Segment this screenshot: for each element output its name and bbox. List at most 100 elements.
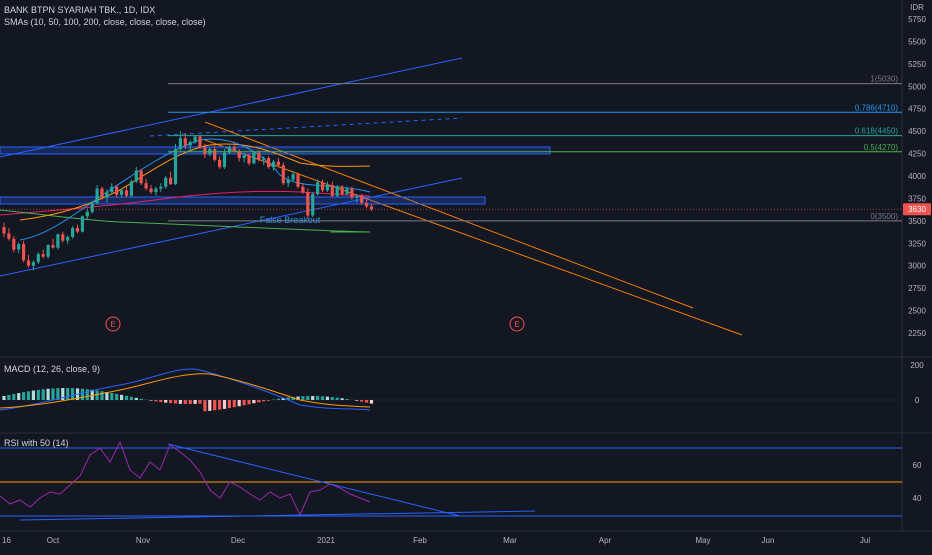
false-breakout-label: False Breakout	[260, 215, 321, 225]
price-tick: 2500	[908, 307, 926, 316]
time-tick: Dec	[231, 536, 245, 545]
macd-histogram-bar	[262, 400, 265, 401]
fib-label: 0(3500)	[870, 212, 898, 221]
candle-body	[47, 245, 50, 257]
candle-body	[341, 187, 344, 194]
macd-histogram-bar	[169, 400, 172, 403]
symbol-title[interactable]: BANK BTPN SYARIAH TBK., 1D, IDX	[4, 4, 206, 16]
fib-label: 0.5(4270)	[864, 143, 899, 152]
macd-histogram-bar	[174, 400, 177, 404]
candle-body	[218, 160, 221, 167]
candle-body	[355, 196, 358, 198]
price-tick: 2750	[908, 284, 926, 293]
candle-body	[331, 185, 334, 196]
candle-body	[86, 212, 89, 216]
macd-histogram-bar	[194, 400, 197, 404]
candle-body	[345, 189, 348, 194]
candle-body	[282, 165, 285, 183]
candle-body	[61, 234, 64, 240]
candle-body	[184, 138, 187, 145]
rsi-title[interactable]: RSI with 50 (14)	[4, 437, 69, 449]
earnings-label: E	[110, 320, 115, 329]
candle-body	[110, 187, 113, 192]
candle-body	[140, 171, 143, 184]
earnings-label: E	[514, 320, 519, 329]
macd-histogram-bar	[301, 396, 304, 400]
macd-histogram-bar	[184, 400, 187, 404]
macd-histogram-bar	[336, 398, 339, 400]
candle-body	[169, 178, 172, 184]
candle-body	[350, 189, 353, 198]
candle-body	[272, 162, 275, 167]
candle-body	[37, 254, 40, 262]
macd-histogram-bar	[208, 400, 211, 411]
macd-tick: 0	[915, 396, 920, 405]
time-tick: 16	[2, 536, 11, 545]
macd-title[interactable]: MACD (12, 26, close, 9)	[4, 363, 100, 375]
price-tick: 4250	[908, 150, 926, 159]
candle-body	[194, 137, 197, 142]
candle-body	[56, 234, 59, 247]
macd-histogram-bar	[345, 399, 348, 400]
candle-body	[7, 233, 10, 238]
macd-histogram-bar	[32, 391, 35, 400]
candle-body	[76, 228, 79, 232]
candle-body	[326, 185, 329, 190]
time-tick: Feb	[413, 536, 427, 545]
macd-legend: MACD (12, 26, close, 9)	[4, 363, 100, 375]
macd-histogram-bar	[42, 389, 45, 400]
price-tick: 3750	[908, 194, 926, 203]
candle-body	[174, 149, 177, 184]
macd-histogram-bar	[331, 397, 334, 400]
candle-body	[22, 244, 25, 260]
candle-body	[164, 178, 167, 187]
macd-histogram-bar	[66, 388, 69, 400]
macd-histogram-bar	[223, 400, 226, 409]
candle-body	[115, 187, 118, 195]
macd-histogram-bar	[149, 400, 152, 401]
macd-histogram-bar	[81, 389, 84, 400]
candle-body	[267, 158, 270, 167]
macd-histogram-bar	[154, 400, 157, 401]
price-tick: 5250	[908, 60, 926, 69]
candle-body	[336, 187, 339, 196]
macd-histogram-bar	[247, 400, 250, 404]
candle-body	[42, 254, 45, 257]
candle-body	[71, 228, 74, 237]
candle-body	[91, 203, 94, 212]
macd-histogram-bar	[203, 400, 206, 411]
candle-body	[105, 192, 108, 197]
candle-body	[257, 153, 260, 160]
candle-body	[27, 260, 30, 265]
candle-body	[125, 190, 128, 195]
candle-body	[120, 190, 123, 194]
price-tick: 3250	[908, 239, 926, 248]
macd-histogram-bar	[135, 398, 138, 400]
macd-histogram-bar	[71, 388, 74, 400]
macd-histogram-bar	[189, 400, 192, 404]
candle-body	[159, 187, 162, 189]
candle-body	[100, 189, 103, 198]
candle-body	[130, 181, 133, 195]
price-tick: 5500	[908, 37, 926, 46]
time-tick: Apr	[599, 536, 612, 545]
macd-histogram-bar	[213, 400, 216, 410]
candle-body	[145, 183, 148, 188]
macd-histogram-bar	[233, 400, 236, 407]
macd-histogram-bar	[326, 397, 329, 400]
time-tick: Nov	[136, 536, 150, 545]
macd-histogram-bar	[228, 400, 231, 408]
candle-body	[2, 227, 5, 233]
macd-histogram-bar	[115, 394, 118, 400]
candle-body	[277, 162, 280, 166]
time-tick: Jul	[860, 536, 870, 545]
candle-body	[135, 171, 138, 182]
price-tick: 5000	[908, 82, 926, 91]
macd-histogram-bar	[218, 400, 221, 410]
candle-body	[360, 196, 363, 203]
sma-legend[interactable]: SMAs (10, 50, 100, 200, close, close, cl…	[4, 16, 206, 28]
macd-histogram-bar	[316, 396, 319, 400]
